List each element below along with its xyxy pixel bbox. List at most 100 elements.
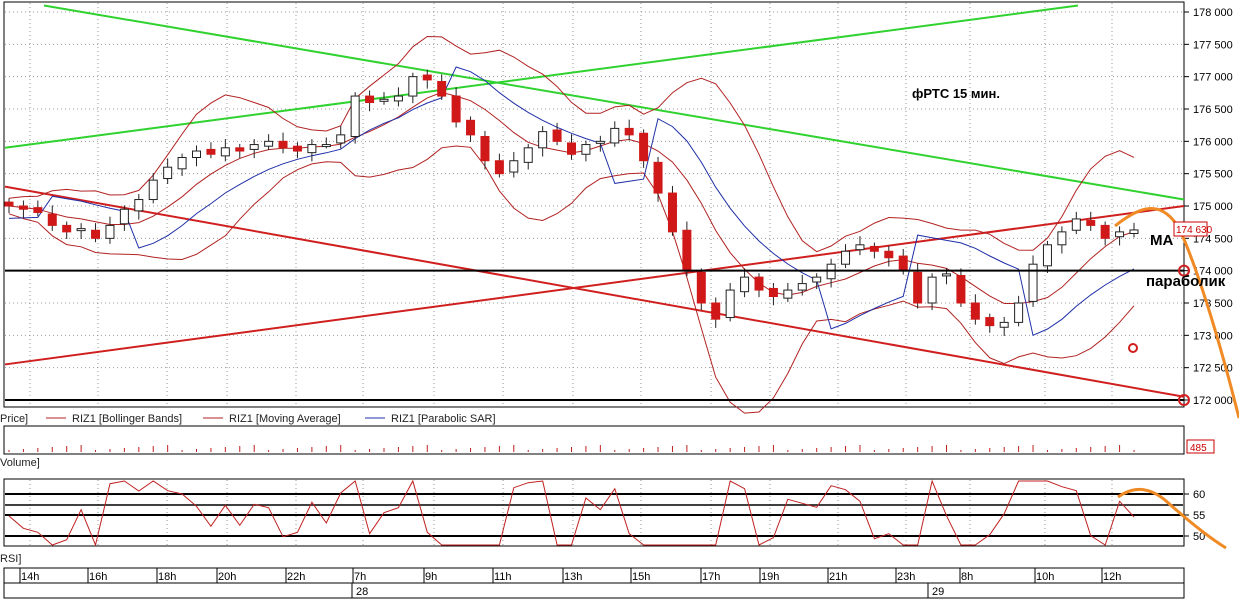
candle-32 bbox=[466, 116, 476, 142]
candle-body-72 bbox=[1042, 244, 1052, 267]
legend-bollinger: RIZ1 [Bollinger Bands] bbox=[72, 413, 182, 425]
bollinger-lower-band bbox=[8, 145, 1135, 414]
candle-51 bbox=[740, 268, 750, 298]
candle-body-5 bbox=[76, 228, 86, 232]
candle-body-67 bbox=[970, 302, 980, 320]
candle-25 bbox=[365, 90, 375, 112]
candle-body-12 bbox=[177, 157, 187, 170]
candle-body-48 bbox=[696, 271, 706, 304]
candle-74 bbox=[1071, 211, 1081, 235]
candle-body-22 bbox=[321, 144, 331, 148]
candle-39 bbox=[567, 134, 576, 160]
candle-body-71 bbox=[1028, 263, 1038, 302]
candle-body-21 bbox=[307, 144, 317, 154]
candle-body-29 bbox=[422, 74, 432, 81]
x-tick-label-9: 15h bbox=[632, 571, 650, 583]
candle-body-25 bbox=[365, 95, 375, 104]
candle-body-63 bbox=[913, 271, 923, 304]
candle-64 bbox=[927, 273, 937, 311]
candle-body-66 bbox=[956, 275, 966, 304]
y-tick-label-5: 175 500 bbox=[1193, 169, 1233, 181]
candle-70 bbox=[1014, 295, 1024, 327]
candle-4 bbox=[62, 221, 72, 239]
candle-41 bbox=[595, 135, 605, 152]
legend-ma: RIZ1 [Moving Average] bbox=[229, 413, 341, 425]
candle-73 bbox=[1057, 226, 1067, 254]
red-descending-line bbox=[4, 185, 1185, 398]
candle-49 bbox=[711, 297, 721, 328]
candle-body-76 bbox=[1100, 224, 1110, 239]
y-tick-label-2: 177 000 bbox=[1193, 72, 1233, 84]
candle-body-65 bbox=[942, 273, 951, 277]
candle-24 bbox=[350, 92, 360, 144]
candle-33 bbox=[480, 130, 490, 170]
candle-54 bbox=[783, 282, 793, 303]
candle-12 bbox=[177, 153, 187, 176]
candle-body-17 bbox=[249, 144, 259, 150]
rsi-tick-label-2: 50 bbox=[1193, 531, 1205, 543]
candle-body-75 bbox=[1086, 220, 1096, 226]
candle-body-40 bbox=[581, 144, 591, 155]
red-ascending-line bbox=[4, 205, 1185, 366]
rsi-line bbox=[8, 479, 1135, 547]
volume-panel-label: Volume] bbox=[0, 457, 40, 469]
candle-body-13 bbox=[192, 150, 201, 159]
candle-body-51 bbox=[740, 276, 750, 293]
candle-body-64 bbox=[927, 276, 937, 304]
candle-body-4 bbox=[62, 224, 72, 233]
candle-body-60 bbox=[869, 245, 879, 252]
candle-body-32 bbox=[466, 119, 476, 136]
candle-53 bbox=[768, 282, 778, 306]
candle-15 bbox=[220, 139, 230, 162]
candle-1 bbox=[18, 200, 28, 218]
last-price-box bbox=[1173, 221, 1208, 237]
candle-body-0 bbox=[4, 201, 14, 207]
candle-body-43 bbox=[624, 127, 634, 136]
candle-45 bbox=[653, 156, 663, 202]
candle-body-53 bbox=[768, 287, 778, 298]
candle-61 bbox=[884, 245, 894, 267]
rsi-tick-label-0: 60 bbox=[1193, 489, 1205, 501]
indicator-lines bbox=[8, 35, 1135, 414]
candle-body-27 bbox=[393, 95, 403, 102]
candle-body-19 bbox=[278, 140, 288, 149]
x-tick-label-4: 22h bbox=[287, 571, 305, 583]
candle-body-44 bbox=[639, 132, 649, 162]
candle-body-24 bbox=[350, 95, 360, 137]
green-resistance-line bbox=[43, 4, 1185, 201]
horizontal-levels bbox=[5, 269, 1184, 401]
candle-23 bbox=[336, 126, 346, 149]
candle-8 bbox=[119, 205, 129, 231]
candle-77 bbox=[1115, 226, 1125, 246]
last-price-label: 174 630 bbox=[1176, 225, 1213, 236]
rsi-panel-label: RSI] bbox=[0, 553, 21, 565]
candle-body-7 bbox=[105, 224, 115, 239]
candle-body-68 bbox=[985, 317, 995, 327]
y-tick-label-8: 174 000 bbox=[1193, 266, 1233, 278]
y-tick-label-10: 173 000 bbox=[1193, 330, 1233, 342]
candle-body-10 bbox=[148, 179, 158, 201]
y-tick-label-3: 176 500 bbox=[1193, 104, 1233, 116]
candle-body-47 bbox=[682, 229, 692, 272]
x-tick-label-7: 11h bbox=[494, 571, 512, 583]
candle-76 bbox=[1100, 221, 1110, 246]
candle-68 bbox=[985, 313, 995, 333]
candle-body-15 bbox=[220, 147, 230, 157]
ma-annotation: MA bbox=[1150, 232, 1173, 249]
candle-59 bbox=[855, 236, 865, 256]
candle-7 bbox=[105, 216, 115, 244]
candle-body-9 bbox=[134, 199, 144, 212]
candle-body-56 bbox=[812, 276, 822, 283]
candle-31 bbox=[451, 87, 461, 128]
candle-body-54 bbox=[783, 289, 793, 299]
candle-body-46 bbox=[667, 192, 677, 233]
candle-78 bbox=[1129, 222, 1139, 238]
legend: Price] RIZ1 [Bollinger Bands] RIZ1 [Movi… bbox=[0, 413, 496, 425]
x-tick-label-5: 7h bbox=[354, 571, 366, 583]
x-tick-label-16: 12h bbox=[1103, 571, 1121, 583]
candle-27 bbox=[393, 87, 403, 107]
candle-10 bbox=[148, 173, 158, 204]
candle-66 bbox=[956, 268, 966, 307]
candle-body-20 bbox=[292, 145, 302, 152]
